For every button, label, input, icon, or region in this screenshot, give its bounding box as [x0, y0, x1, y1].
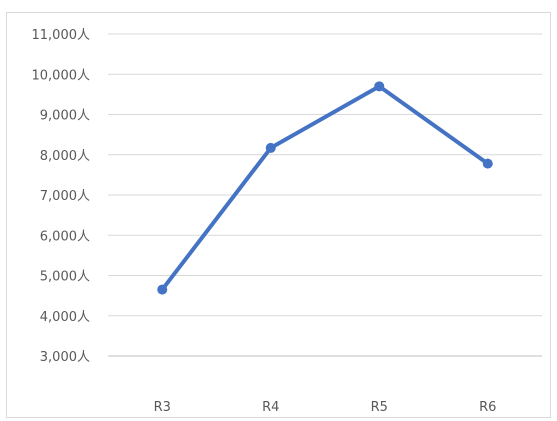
y-tick-label: 4,000人 — [40, 310, 90, 325]
y-tick-label: 7,000人 — [40, 189, 90, 204]
chart-frame — [6, 12, 551, 418]
y-tick-label: 10,000人 — [32, 68, 91, 83]
y-tick-label: 9,000人 — [40, 109, 90, 124]
x-tick-label: R3 — [154, 400, 171, 415]
y-tick-label: 3,000人 — [40, 350, 90, 365]
x-tick-label: R6 — [479, 400, 496, 415]
y-tick-label: 11,000人 — [32, 28, 91, 43]
data-point-r5 — [374, 81, 385, 92]
y-tick-label: 6,000人 — [40, 229, 90, 244]
series-line — [160, 84, 490, 292]
x-tick-label: R5 — [371, 400, 388, 415]
x-axis-tick-labels: R3 R4 R5 R6 — [154, 400, 497, 415]
gridlines — [108, 33, 542, 357]
data-point-r4 — [265, 142, 276, 153]
series-group — [157, 81, 493, 295]
data-point-r6 — [482, 158, 493, 169]
y-tick-label: 5,000人 — [40, 270, 90, 285]
y-axis-tick-labels: 3,000人 4,000人 5,000人 6,000人 7,000人 8,000人 9,00… — [32, 28, 91, 365]
y-tick-label: 8,000人 — [40, 149, 90, 164]
x-tick-label: R4 — [262, 400, 279, 415]
data-point-r3 — [157, 284, 168, 295]
